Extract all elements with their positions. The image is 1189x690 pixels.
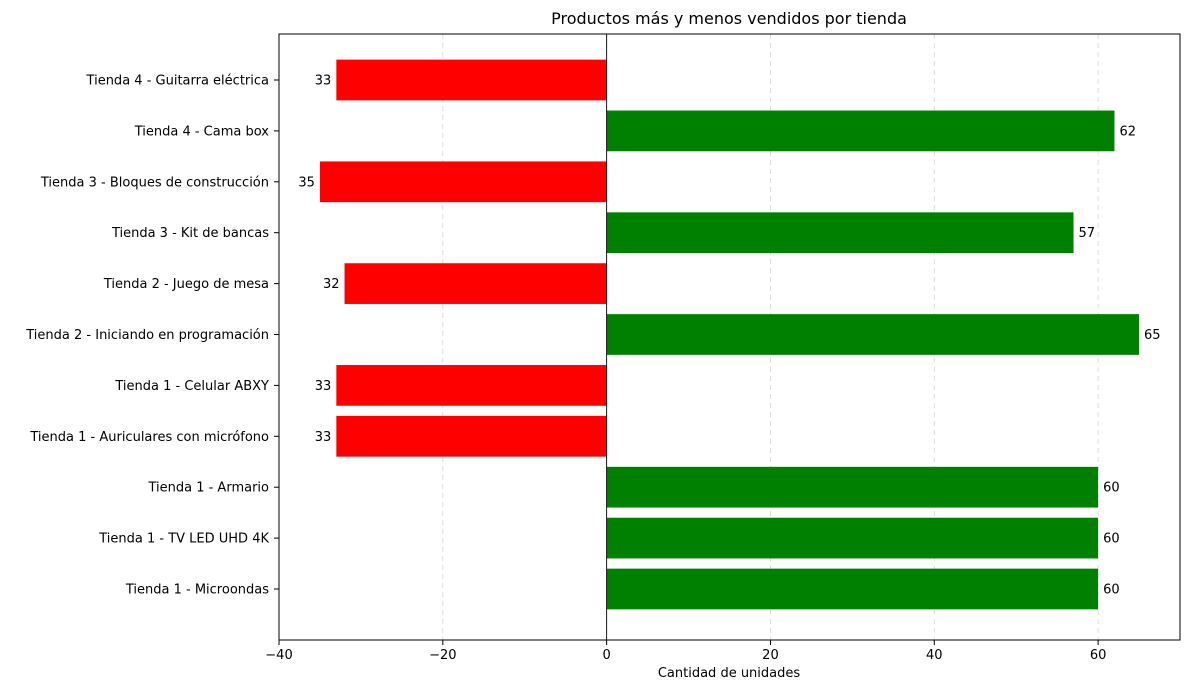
axes: −40 −20 0 20 40 60 Tienda 1 - Microondas Tienda…	[25, 33, 1181, 663]
data-labels: 60 60 60 33 33 65 32 57 35 62 33	[298, 74, 1160, 598]
data-label: 32	[323, 277, 340, 292]
y-tick-label: Tienda 3 - Kit de bancas	[111, 226, 269, 241]
data-label: 60	[1103, 583, 1120, 598]
bar	[606, 568, 1099, 610]
bar	[336, 415, 607, 457]
y-tick-label: Tienda 4 - Guitarra eléctrica	[86, 74, 269, 89]
y-tick-label: Tienda 2 - Juego de mesa	[103, 277, 269, 292]
bar	[606, 110, 1115, 152]
bar	[344, 263, 607, 304]
bars	[319, 59, 1140, 610]
bar	[606, 314, 1140, 355]
y-tick-label: Tienda 4 - Cama box	[134, 124, 270, 139]
data-label: 57	[1079, 226, 1096, 241]
data-label: 60	[1103, 481, 1120, 496]
y-tick-label: Tienda 1 - TV LED UHD 4K	[98, 532, 269, 547]
data-label: 33	[315, 430, 332, 445]
x-tick-label: 20	[762, 648, 779, 663]
data-label: 62	[1119, 124, 1136, 139]
bar	[606, 517, 1099, 559]
y-tick-label: Tienda 1 - Auriculares con micrófono	[29, 430, 269, 445]
chart-title: Productos más y menos vendidos por tiend…	[551, 9, 907, 28]
x-tick-label: −40	[265, 648, 292, 663]
x-axis-label: Cantidad de unidades	[658, 666, 801, 681]
y-tick-label: Tienda 1 - Celular ABXY	[114, 379, 269, 394]
bar	[336, 365, 607, 406]
y-tick-label: Tienda 1 - Microondas	[125, 583, 269, 598]
bar	[606, 212, 1074, 254]
x-tick-label: 40	[926, 648, 943, 663]
y-tick-label: Tienda 3 - Bloques de construcción	[40, 175, 269, 190]
data-label: 65	[1144, 328, 1161, 343]
data-label: 33	[315, 74, 332, 89]
x-tick-label: 0	[602, 648, 610, 663]
bar	[606, 466, 1099, 508]
x-tick-label: −20	[429, 648, 456, 663]
plot-frame	[278, 33, 1181, 641]
data-label: 33	[315, 379, 332, 394]
bar	[319, 161, 607, 203]
x-tick-label: 60	[1090, 648, 1107, 663]
data-label: 35	[298, 175, 315, 190]
bar	[336, 59, 607, 101]
y-tick-label: Tienda 1 - Armario	[147, 481, 269, 496]
data-label: 60	[1103, 532, 1120, 547]
y-tick-label: Tienda 2 - Iniciando en programación	[25, 328, 269, 343]
